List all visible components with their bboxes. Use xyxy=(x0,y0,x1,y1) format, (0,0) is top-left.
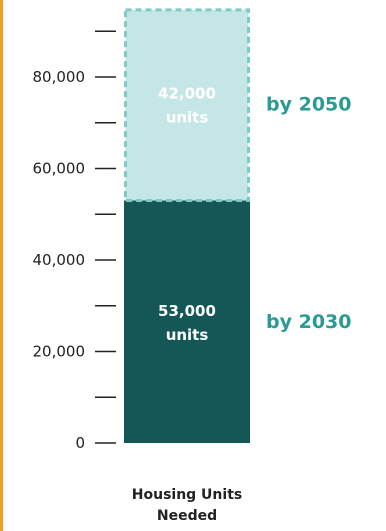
x-axis-caption-line: Needed xyxy=(157,508,217,524)
bar-segment-by-2050 xyxy=(124,8,250,203)
segment-unit-label: units xyxy=(166,326,209,344)
x-axis-caption: Housing Units Needed xyxy=(132,487,242,524)
bar-segment-by-2030 xyxy=(124,200,250,443)
segment-unit-label: units xyxy=(166,108,209,126)
y-tick-label: 80,000 xyxy=(33,68,86,86)
segment-value-label: 53,000 xyxy=(158,302,216,320)
x-axis-caption-line: Housing Units xyxy=(132,487,242,503)
y-tick-label: 40,000 xyxy=(33,251,86,269)
segment-value-label: 42,000 xyxy=(158,84,216,102)
y-tick-label: 0 xyxy=(75,434,85,452)
series-side-label: by 2050 xyxy=(266,93,351,115)
y-tick-label: 20,000 xyxy=(33,343,86,361)
left-accent-rule xyxy=(0,0,3,531)
y-tick-label: 60,000 xyxy=(33,160,86,178)
series-side-label: by 2030 xyxy=(266,311,351,333)
